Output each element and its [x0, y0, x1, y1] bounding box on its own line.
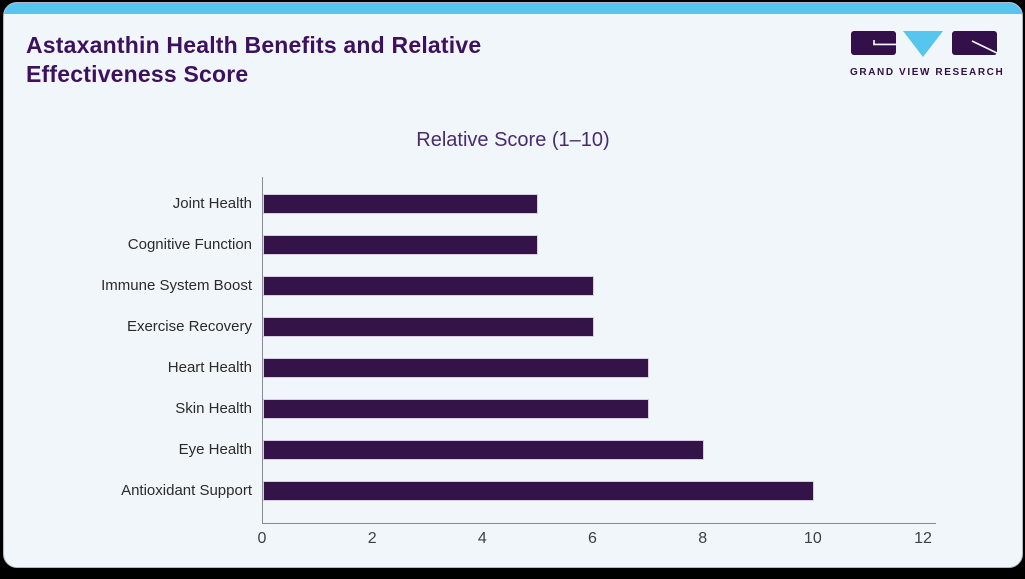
bar-antioxidant-support: [263, 481, 814, 501]
category-label-eye-health: Eye Health: [178, 441, 252, 458]
gvr-logo-mark: [851, 31, 998, 57]
x-tick-label-2: 2: [367, 530, 377, 547]
category-label-cognitive-function: Cognitive Function: [127, 236, 252, 253]
category-label-immune-system-boost: Immune System Boost: [101, 277, 252, 294]
bar-exercise-recovery: [263, 317, 594, 337]
x-tick-label-4: 4: [477, 530, 487, 547]
chart-main-title-line2: Effectiveness Score: [26, 61, 249, 87]
category-label-skin-health: Skin Health: [175, 400, 252, 417]
bar-immune-system-boost: [263, 276, 594, 296]
category-label-exercise-recovery: Exercise Recovery: [126, 318, 252, 335]
x-tick-label-10: 10: [803, 530, 822, 547]
chart-main-title: Astaxanthin Health Benefits and Relative…: [26, 31, 1022, 89]
accent-topbar: [4, 3, 1022, 14]
category-label-heart-health: Heart Health: [167, 359, 252, 376]
chart-main-title-line1: Astaxanthin Health Benefits and Relative: [26, 32, 482, 58]
y-axis-line: [262, 177, 263, 524]
gvr-logo: GRAND VIEW RESEARCH: [850, 29, 1005, 78]
bar-cognitive-function: [263, 235, 539, 255]
x-tick-label-8: 8: [698, 530, 708, 547]
x-tick-label-0: 0: [257, 530, 267, 547]
bar-eye-health: [263, 440, 704, 460]
category-label-antioxidant-support: Antioxidant Support: [121, 482, 252, 499]
chart-card: Astaxanthin Health Benefits and Relative…: [3, 2, 1023, 568]
bar-skin-health: [263, 399, 649, 419]
bar-joint-health: [263, 194, 539, 214]
gvr-logo-text: GRAND VIEW RESEARCH: [850, 67, 1005, 78]
axis-title: Relative Score (1–10): [416, 129, 610, 151]
x-tick-label-12: 12: [914, 530, 932, 547]
chart-layer: Joint Health Cognitive Function Immune Sys…: [4, 3, 1022, 567]
category-label-joint-health: Joint Health: [172, 195, 252, 212]
bar-heart-health: [263, 358, 649, 378]
x-axis-line: [262, 523, 936, 524]
x-tick-label-6: 6: [588, 530, 597, 547]
